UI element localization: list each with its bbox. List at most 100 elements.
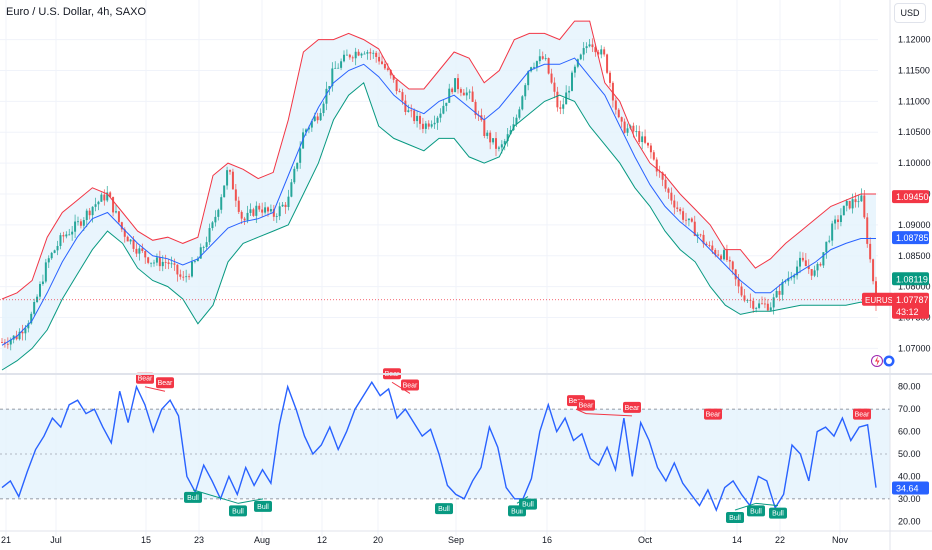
candle-body bbox=[267, 207, 269, 212]
candle-body bbox=[708, 245, 711, 246]
candle-body bbox=[559, 107, 562, 109]
price-label-bg bbox=[892, 190, 929, 204]
candle-body bbox=[226, 170, 229, 186]
price-tick: 1.08000 bbox=[898, 282, 931, 292]
candle-body bbox=[100, 194, 103, 202]
candle-body bbox=[860, 195, 863, 202]
candle-body bbox=[556, 91, 559, 108]
candle-body bbox=[416, 115, 419, 122]
bollinger-lower bbox=[1, 81, 877, 371]
candle-body bbox=[582, 48, 585, 55]
candle-body bbox=[141, 248, 144, 252]
candle-body bbox=[150, 262, 153, 264]
candle-body bbox=[316, 116, 319, 121]
bear-signal: Bear bbox=[403, 382, 418, 389]
candle-body bbox=[503, 141, 506, 145]
candle-body bbox=[734, 269, 737, 280]
candle-body bbox=[9, 339, 12, 345]
bull-signal: Bull bbox=[729, 515, 741, 522]
candle-body bbox=[641, 136, 644, 143]
candle-body bbox=[334, 67, 337, 69]
candle-body bbox=[459, 89, 462, 93]
candle-body bbox=[717, 254, 720, 256]
price-tick: 1.11500 bbox=[898, 65, 930, 75]
candle-body bbox=[682, 211, 685, 220]
candle-body bbox=[91, 206, 94, 216]
candle-body bbox=[758, 303, 761, 308]
candle-body bbox=[261, 209, 264, 213]
price-tick: 1.08500 bbox=[898, 251, 931, 261]
candle-body bbox=[497, 147, 500, 149]
candle-body bbox=[144, 251, 147, 258]
candle-body bbox=[351, 57, 354, 59]
candle-body bbox=[18, 331, 21, 340]
candle-body bbox=[41, 281, 44, 285]
candle-body bbox=[372, 52, 375, 54]
candle-body bbox=[687, 218, 690, 221]
candle-body bbox=[533, 66, 535, 68]
candle-body bbox=[766, 303, 769, 311]
divergence-line bbox=[734, 502, 757, 511]
candle-body bbox=[828, 240, 831, 242]
candle-body bbox=[88, 210, 91, 216]
candle-body bbox=[471, 91, 474, 102]
candle-body bbox=[699, 234, 702, 236]
candle-body bbox=[670, 192, 673, 201]
time-tick: Aug bbox=[254, 535, 270, 545]
bear-signal-bg bbox=[401, 379, 419, 391]
time-tick: 12 bbox=[317, 535, 327, 545]
candle-body bbox=[366, 52, 369, 54]
bear-signal: Bear bbox=[579, 403, 594, 410]
candle-body bbox=[448, 88, 451, 103]
price-label: 1.08119 bbox=[896, 274, 928, 284]
candle-body bbox=[220, 197, 223, 210]
candle-body bbox=[652, 152, 655, 160]
candle-body bbox=[617, 109, 620, 118]
time-tick: 14 bbox=[732, 535, 742, 545]
candle-body bbox=[746, 300, 749, 302]
candle-body bbox=[585, 46, 588, 49]
divergence-line bbox=[391, 381, 411, 394]
candle-body bbox=[483, 120, 486, 136]
candle-body bbox=[527, 71, 530, 86]
bull-signal-bg bbox=[747, 505, 765, 517]
candle-body bbox=[147, 257, 150, 263]
candle-body bbox=[614, 100, 617, 110]
candle-body bbox=[544, 58, 547, 59]
bull-signal-bg bbox=[254, 500, 272, 512]
indicator-icons[interactable] bbox=[871, 354, 897, 368]
candle-body bbox=[845, 200, 848, 206]
candle-body bbox=[816, 263, 819, 271]
candle-body bbox=[749, 300, 752, 302]
candle-body bbox=[752, 300, 755, 309]
candle-body bbox=[217, 209, 220, 217]
candle-body bbox=[837, 219, 839, 222]
price-label: 1.08785 bbox=[896, 233, 929, 243]
candle-body bbox=[685, 219, 687, 221]
candle-body bbox=[831, 223, 834, 241]
candle-body bbox=[307, 127, 310, 130]
candle-body bbox=[869, 243, 872, 260]
bear-signal-bg bbox=[704, 408, 722, 420]
currency-button[interactable]: USD bbox=[894, 3, 926, 23]
candle-body bbox=[281, 204, 284, 207]
time-tick: Oct bbox=[638, 535, 653, 545]
candle-body bbox=[340, 61, 343, 68]
price-tick: 1.07000 bbox=[898, 343, 931, 353]
candle-body bbox=[468, 91, 471, 93]
candle-body bbox=[465, 92, 468, 96]
candle-body bbox=[769, 307, 772, 311]
candle-body bbox=[550, 73, 553, 83]
divergence-line bbox=[585, 413, 633, 417]
candle-body bbox=[676, 207, 679, 209]
symbol-label-bg bbox=[862, 292, 894, 306]
candle-body bbox=[848, 200, 851, 209]
bear-signal: Bear bbox=[138, 376, 153, 383]
candle-body bbox=[775, 290, 778, 298]
candle-body bbox=[679, 208, 682, 212]
candle-body bbox=[457, 78, 459, 90]
candle-body bbox=[521, 96, 524, 110]
candle-body bbox=[188, 276, 191, 278]
